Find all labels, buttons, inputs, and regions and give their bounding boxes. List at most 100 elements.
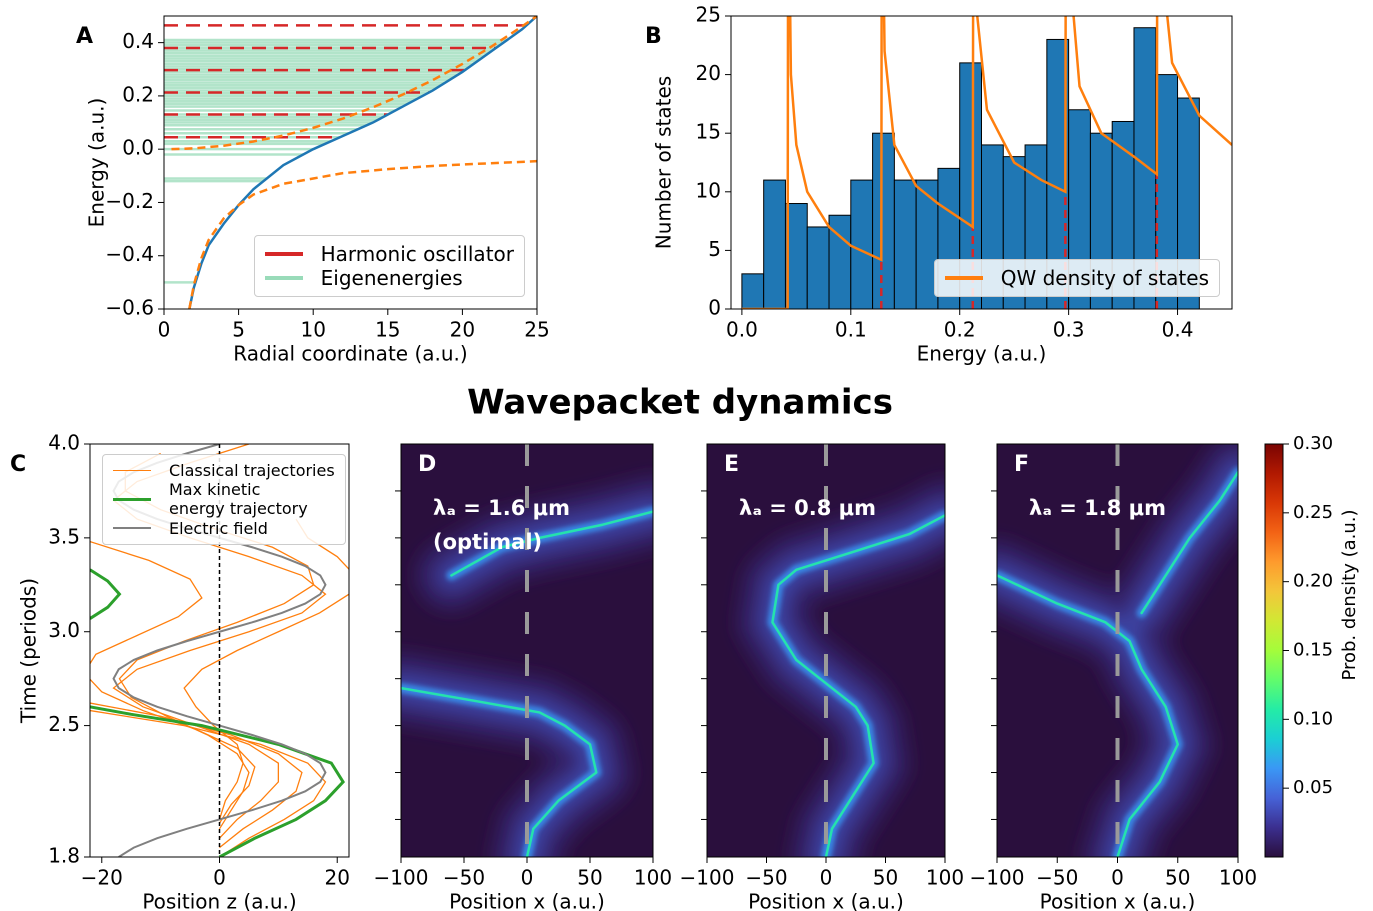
y-tick-label: −0.4 bbox=[105, 242, 154, 266]
legend-label: Electric field bbox=[169, 518, 268, 538]
annotation: (optimal) bbox=[433, 530, 542, 554]
axes-frame bbox=[730, 15, 1233, 310]
panel-label: E bbox=[724, 452, 739, 477]
histogram-bar bbox=[763, 179, 786, 309]
x-tick-label: 10 bbox=[300, 318, 325, 342]
panel-label: A bbox=[76, 24, 93, 49]
annotation: λₐ = 1.8 μm bbox=[1029, 496, 1166, 520]
x-axis-label: Position x (a.u.) bbox=[449, 890, 605, 911]
legend-swatch bbox=[264, 276, 303, 280]
x-tick-label: 5 bbox=[232, 318, 245, 342]
y-tick-label: 15 bbox=[696, 120, 721, 144]
histogram-bar bbox=[741, 273, 765, 309]
histogram-bar bbox=[1177, 97, 1200, 309]
x-tick-label: −50 bbox=[745, 866, 787, 890]
x-tick-label: 0.3 bbox=[1053, 318, 1085, 342]
y-tick-label: −0.6 bbox=[105, 296, 154, 320]
y-tick-label: 1.8 bbox=[48, 844, 80, 868]
plot-area bbox=[997, 444, 1238, 857]
legend-swatch bbox=[113, 470, 151, 472]
y-tick-label: 4.0 bbox=[48, 431, 80, 455]
histogram-bar bbox=[872, 132, 895, 309]
x-tick-label: 50 bbox=[873, 866, 898, 890]
x-tick-label: 15 bbox=[375, 318, 400, 342]
figure-title: Wavepacket dynamics bbox=[467, 383, 893, 423]
x-tick-label: 20 bbox=[325, 866, 350, 890]
x-tick-label: 100 bbox=[1219, 866, 1257, 890]
panel-label: D bbox=[418, 452, 436, 477]
y-tick-label: 2.5 bbox=[48, 712, 80, 736]
colorbar-tick-label: 0.15 bbox=[1293, 640, 1333, 661]
y-tick-label: −0.2 bbox=[105, 189, 154, 213]
axes-frame bbox=[89, 443, 350, 858]
y-tick-label: 20 bbox=[696, 61, 721, 85]
trajectory-line bbox=[90, 541, 256, 824]
x-tick-label: 0 bbox=[521, 866, 534, 890]
x-tick-label: −50 bbox=[443, 866, 485, 890]
x-tick-label: 25 bbox=[524, 318, 549, 342]
annotation: λₐ = 0.8 μm bbox=[739, 496, 876, 520]
axes-frame bbox=[400, 443, 654, 858]
y-tick-label: 3.0 bbox=[48, 618, 80, 642]
legend-label: Harmonic oscillator bbox=[320, 242, 514, 266]
legend-swatch bbox=[944, 276, 983, 280]
colorbar-tick-label: 0.25 bbox=[1293, 502, 1333, 523]
x-tick-label: −100 bbox=[374, 866, 429, 890]
legend-entry: Eigenenergies bbox=[264, 266, 514, 290]
x-tick-label: −100 bbox=[680, 866, 735, 890]
density-curve bbox=[741, 16, 1232, 309]
y-tick-label: 0.2 bbox=[122, 82, 154, 106]
y-tick-label: 3.5 bbox=[48, 524, 80, 548]
y-tick-label: 0 bbox=[708, 296, 721, 320]
legend-label: QW density of states bbox=[1000, 266, 1209, 290]
legend-entry: Max kinetic energy trajectory bbox=[113, 480, 335, 518]
legend-swatch bbox=[113, 527, 151, 530]
density-ridge bbox=[401, 510, 653, 857]
x-tick-label: 0.2 bbox=[944, 318, 976, 342]
legend: Classical trajectories Max kinetic energy… bbox=[102, 454, 346, 545]
legend-label: Eigenenergies bbox=[320, 266, 463, 290]
x-tick-label: 100 bbox=[634, 866, 672, 890]
panel-label: F bbox=[1014, 452, 1029, 477]
x-tick-label: 50 bbox=[577, 866, 602, 890]
legend: QW density of states bbox=[933, 259, 1220, 297]
x-tick-label: 100 bbox=[926, 866, 964, 890]
panel-label: B bbox=[645, 24, 662, 49]
legend-entry: Harmonic oscillator bbox=[264, 242, 514, 266]
axes-frame bbox=[706, 443, 946, 858]
legend-entry: Classical trajectories bbox=[113, 461, 335, 480]
y-tick-label: 0.4 bbox=[122, 29, 154, 53]
x-axis-label: Position x (a.u.) bbox=[1040, 890, 1196, 911]
legend-label: Max kinetic energy trajectory bbox=[169, 480, 308, 519]
legend-entry: Electric field bbox=[113, 519, 335, 538]
colorbar-tick-label: 0.10 bbox=[1293, 708, 1333, 729]
y-axis-label: Energy (a.u.) bbox=[85, 98, 109, 228]
x-tick-label: 20 bbox=[450, 318, 475, 342]
y-axis-label: Time (periods) bbox=[17, 578, 41, 724]
axes-frame bbox=[163, 15, 538, 310]
histogram-bar bbox=[806, 226, 830, 309]
histogram-bar bbox=[893, 179, 917, 309]
density-ridge bbox=[997, 470, 1238, 857]
legend-entry: QW density of states bbox=[944, 266, 1209, 290]
axes-frame bbox=[996, 443, 1239, 858]
trajectory-line bbox=[90, 568, 345, 857]
y-tick-label: 0.0 bbox=[122, 136, 154, 160]
x-tick-label: 0.0 bbox=[726, 318, 758, 342]
histogram-bar bbox=[850, 179, 874, 309]
panel-label: C bbox=[10, 452, 26, 477]
annotation: λₐ = 1.6 μm bbox=[433, 496, 570, 520]
colorbar bbox=[1264, 443, 1284, 858]
x-tick-label: −50 bbox=[1036, 866, 1078, 890]
x-tick-label: 0.1 bbox=[835, 318, 867, 342]
trajectory-line bbox=[183, 518, 349, 820]
y-tick-label: 5 bbox=[708, 237, 721, 261]
plot-area bbox=[164, 16, 537, 309]
x-tick-label: 0 bbox=[158, 318, 171, 342]
x-axis-label: Energy (a.u.) bbox=[917, 342, 1047, 366]
x-tick-label: 0 bbox=[1111, 866, 1124, 890]
legend: Harmonic oscillator Eigenenergies bbox=[253, 235, 525, 297]
colorbar-tick-label: 0.05 bbox=[1293, 777, 1333, 798]
legend-swatch bbox=[113, 497, 151, 501]
